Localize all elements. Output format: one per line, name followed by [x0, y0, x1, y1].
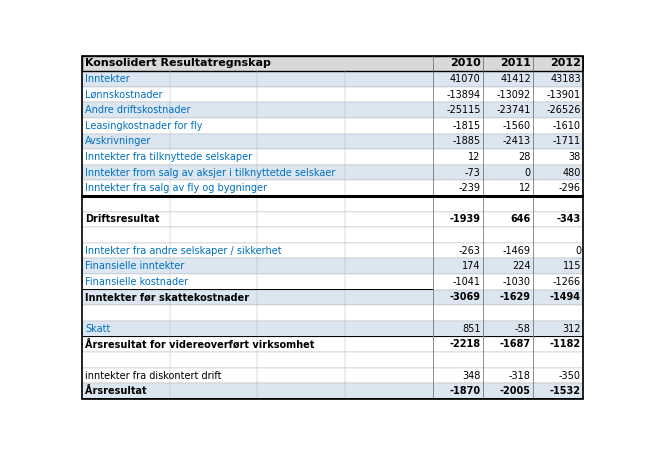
Text: Skatt: Skatt	[85, 324, 110, 334]
Text: -13894: -13894	[447, 90, 481, 99]
Text: -73: -73	[465, 167, 481, 178]
Text: 41412: 41412	[500, 74, 531, 84]
Text: Konsolidert Resultatregnskap: Konsolidert Resultatregnskap	[85, 58, 271, 68]
Text: -296: -296	[559, 183, 581, 193]
Text: Inntekter from salg av aksjer i tilknyttetde selskaer: Inntekter from salg av aksjer i tilknytt…	[85, 167, 336, 178]
Text: -1870: -1870	[450, 386, 481, 396]
Text: -263: -263	[459, 246, 481, 256]
Text: 28: 28	[519, 152, 531, 162]
Text: 2011: 2011	[500, 58, 531, 68]
Text: 38: 38	[569, 152, 581, 162]
Bar	[82, 149, 583, 165]
Bar	[82, 134, 583, 149]
Text: 174: 174	[462, 261, 481, 271]
Text: -1711: -1711	[553, 136, 581, 146]
Text: -1266: -1266	[553, 277, 581, 287]
Text: Årsresultat: Årsresultat	[85, 386, 147, 396]
Text: 348: 348	[462, 370, 481, 381]
Text: -1629: -1629	[500, 292, 531, 302]
Bar	[82, 102, 583, 118]
Text: -1182: -1182	[550, 339, 581, 349]
Text: -1815: -1815	[452, 121, 481, 131]
Bar	[82, 258, 583, 274]
Bar	[82, 274, 583, 290]
Text: 43183: 43183	[550, 74, 581, 84]
Text: -26526: -26526	[546, 105, 581, 115]
Text: -13092: -13092	[496, 90, 531, 99]
Text: 646: 646	[511, 215, 531, 225]
Text: inntekter fra diskontert drift: inntekter fra diskontert drift	[85, 370, 221, 381]
Text: -1041: -1041	[453, 277, 481, 287]
Text: -350: -350	[559, 370, 581, 381]
Text: Inntekter før skattekostnader: Inntekter før skattekostnader	[85, 292, 249, 302]
Text: -23741: -23741	[496, 105, 531, 115]
Text: 2010: 2010	[450, 58, 481, 68]
Bar	[82, 337, 583, 352]
Text: 41070: 41070	[450, 74, 481, 84]
Text: 480: 480	[563, 167, 581, 178]
Text: Leasingkostnader for fly: Leasingkostnader for fly	[85, 121, 202, 131]
Text: Årsresultat for videreoverført virksomhet: Årsresultat for videreoverført virksomhe…	[85, 339, 314, 350]
Bar	[82, 368, 583, 383]
Bar	[82, 305, 583, 321]
Text: 12: 12	[469, 152, 481, 162]
Bar	[82, 383, 583, 399]
Bar	[82, 165, 583, 180]
Bar	[82, 87, 583, 102]
Bar	[82, 212, 583, 227]
Text: -318: -318	[509, 370, 531, 381]
Bar	[82, 243, 583, 258]
Text: Inntekter fra salg av fly og bygninger: Inntekter fra salg av fly og bygninger	[85, 183, 267, 193]
Text: -2413: -2413	[503, 136, 531, 146]
Text: -1939: -1939	[450, 215, 481, 225]
Bar	[82, 321, 583, 337]
Bar	[82, 55, 583, 71]
Text: Lønnskostnader: Lønnskostnader	[85, 90, 162, 99]
Text: -1560: -1560	[503, 121, 531, 131]
Text: -343: -343	[557, 215, 581, 225]
Text: Avskrivninger: Avskrivninger	[85, 136, 151, 146]
Text: Andre driftskostnader: Andre driftskostnader	[85, 105, 191, 115]
Bar	[82, 180, 583, 196]
Text: -239: -239	[459, 183, 481, 193]
Text: -1469: -1469	[503, 246, 531, 256]
Text: -2218: -2218	[450, 339, 481, 349]
Text: -1610: -1610	[553, 121, 581, 131]
Text: -1030: -1030	[503, 277, 531, 287]
Text: Driftsresultat: Driftsresultat	[85, 215, 160, 225]
Text: Inntekter: Inntekter	[85, 74, 130, 84]
Bar	[82, 290, 583, 305]
Text: 2012: 2012	[550, 58, 581, 68]
Text: 115: 115	[563, 261, 581, 271]
Text: Finansielle kostnader: Finansielle kostnader	[85, 277, 188, 287]
Text: -1687: -1687	[500, 339, 531, 349]
Text: 0: 0	[525, 167, 531, 178]
Text: Finansielle inntekter: Finansielle inntekter	[85, 261, 184, 271]
Text: -1532: -1532	[550, 386, 581, 396]
Text: -1885: -1885	[452, 136, 481, 146]
Text: 224: 224	[512, 261, 531, 271]
Bar	[82, 352, 583, 368]
Text: -2005: -2005	[500, 386, 531, 396]
Text: -1494: -1494	[550, 292, 581, 302]
Bar	[82, 71, 583, 87]
Text: 312: 312	[563, 324, 581, 334]
Text: Inntekter fra andre selskaper / sikkerhet: Inntekter fra andre selskaper / sikkerhe…	[85, 246, 282, 256]
Text: 851: 851	[462, 324, 481, 334]
Text: -58: -58	[515, 324, 531, 334]
Bar	[82, 196, 583, 211]
Text: Inntekter fra tilknyttede selskaper: Inntekter fra tilknyttede selskaper	[85, 152, 252, 162]
Text: -25115: -25115	[447, 105, 481, 115]
Text: -13901: -13901	[547, 90, 581, 99]
Bar	[82, 227, 583, 243]
Text: 12: 12	[519, 183, 531, 193]
Text: -3069: -3069	[450, 292, 481, 302]
Bar	[82, 118, 583, 134]
Text: 0: 0	[575, 246, 581, 256]
